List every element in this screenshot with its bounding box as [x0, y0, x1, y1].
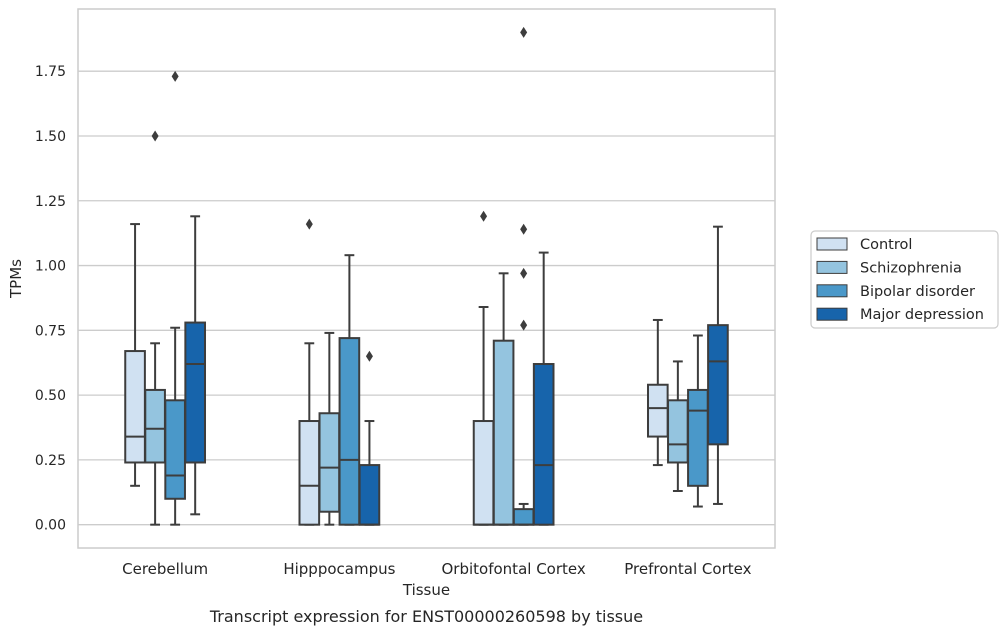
box-2-1: [338, 254, 361, 526]
y-tick-label: 1.25: [35, 194, 66, 210]
legend-label: Bipolar disorder: [860, 284, 975, 300]
box-3-2: [532, 251, 555, 526]
y-tick-label: 1.00: [35, 259, 66, 275]
y-axis-ticks: 0.00 0.25 0.50 0.75 1.00 1.25 1.50 1.75: [35, 64, 66, 533]
box-iqr: [667, 399, 689, 464]
legend-item: Control: [816, 237, 912, 253]
legend: Control Schizophrenia Bipolar disorder Majo…: [810, 230, 999, 329]
x-axis-label: Tissue: [402, 581, 450, 599]
legend-label: Schizophrenia: [860, 260, 962, 276]
box-0-0: [124, 223, 146, 487]
outlier-marker: [520, 26, 528, 38]
box-iqr: [184, 321, 207, 464]
box-iqr: [707, 324, 729, 446]
legend-frame: [810, 230, 999, 329]
box-1-1: [318, 331, 341, 526]
x-category-label: Cerebellum: [122, 560, 208, 578]
box-iqr: [298, 420, 321, 526]
outlier-marker: [480, 210, 488, 222]
y-tick-label: 0.00: [35, 518, 66, 534]
x-category-label: Hipppocampus: [283, 560, 395, 578]
y-axis-label: TPMs: [7, 259, 25, 299]
outlier-marker: [520, 223, 528, 235]
x-axis-categories: Cerebellum Hipppocampus Orbitofontal Corte…: [122, 560, 751, 578]
box-iqr: [318, 412, 341, 513]
outlier-marker: [305, 218, 313, 230]
box-iqr: [124, 350, 146, 464]
box-series: [124, 26, 729, 526]
x-category-label: Orbitofontal Cortex: [442, 560, 586, 578]
box-2-0: [164, 70, 186, 526]
outlier-marker: [520, 267, 528, 279]
box-1-2: [492, 272, 515, 526]
box-0-2: [472, 210, 495, 526]
box-0-1: [298, 218, 321, 526]
box-iqr: [472, 420, 495, 526]
legend-swatch: [816, 237, 848, 251]
box-1-0: [144, 130, 166, 526]
box-3-0: [184, 215, 207, 516]
box-3-3: [707, 225, 729, 505]
box-iqr: [646, 383, 669, 438]
box-iqr: [492, 339, 515, 526]
plot-frame: [77, 8, 776, 549]
box-1-3: [667, 360, 689, 492]
box-0-3: [646, 318, 669, 467]
box-2-2: [512, 26, 535, 526]
box-iqr: [687, 388, 709, 487]
legend-item: Major depression: [816, 307, 984, 323]
legend-label: Major depression: [860, 307, 984, 323]
legend-swatch: [816, 260, 848, 274]
outlier-marker: [171, 70, 179, 82]
y-tick-label: 0.50: [35, 388, 66, 404]
legend-item: Bipolar disorder: [816, 284, 975, 300]
box-iqr: [358, 464, 381, 526]
box-iqr: [512, 508, 535, 526]
outlier-marker: [151, 130, 159, 142]
legend-swatch: [816, 307, 848, 321]
y-tick-label: 1.50: [35, 129, 66, 145]
box-iqr: [164, 399, 186, 500]
y-tick-label: 1.75: [35, 64, 66, 80]
box-2-3: [687, 334, 709, 508]
chart-caption: Transcript expression for ENST0000026059…: [209, 607, 643, 626]
box-3-1: [358, 350, 381, 526]
legend-label: Control: [860, 237, 912, 253]
legend-item: Schizophrenia: [816, 260, 962, 276]
outlier-marker: [365, 350, 373, 362]
legend-swatch: [816, 284, 848, 298]
box-iqr: [532, 363, 555, 526]
x-category-label: Prefrontal Cortex: [624, 560, 751, 578]
y-tick-label: 0.25: [35, 453, 66, 469]
box-iqr: [338, 337, 361, 526]
outlier-marker: [520, 319, 528, 331]
y-tick-label: 0.75: [35, 323, 66, 339]
box-iqr: [144, 388, 166, 464]
